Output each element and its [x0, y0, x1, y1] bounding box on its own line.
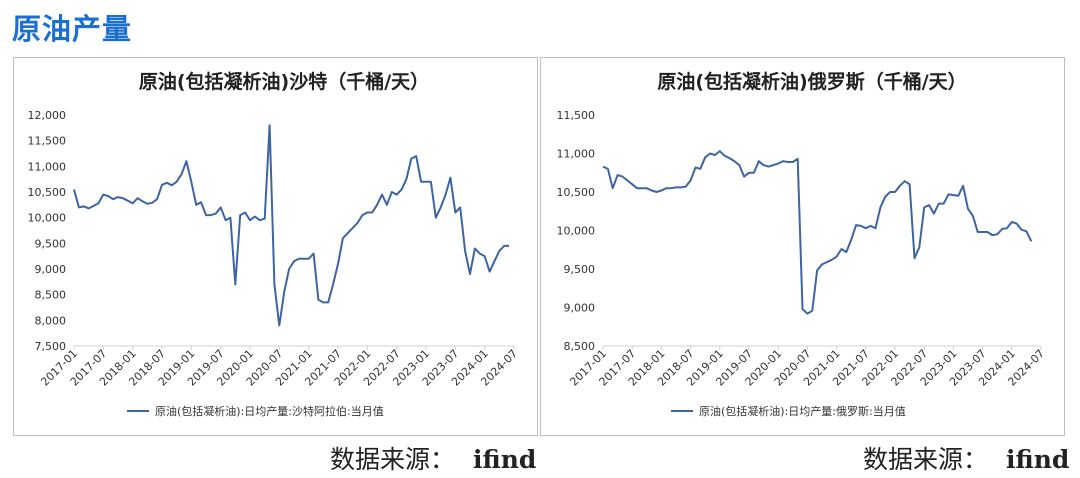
y-tick-label: 11,000	[28, 160, 67, 173]
y-tick-label: 8,500	[35, 289, 67, 302]
y-tick-label: 12,000	[28, 109, 67, 122]
page-title: 原油产量	[12, 12, 133, 46]
y-tick-label: 9,000	[564, 302, 596, 315]
line-chart-russia: 原油(包括凝析油)俄罗斯（千桶/天） 8,500 9,000 9,500 10,000 1…	[557, 70, 1048, 418]
series-line	[602, 150, 1033, 315]
y-tick-label: 10,500	[28, 186, 67, 199]
y-tick-label: 8,000	[35, 314, 67, 327]
y-tick-label: 10,500	[557, 186, 596, 199]
source-label: 数据来源：	[863, 445, 989, 474]
y-tick-label: 7,500	[35, 340, 67, 353]
legend-label: 原油(包括凝析油):日均产量:沙特阿拉伯:当月值	[155, 404, 384, 418]
source-name: ifind	[1006, 445, 1070, 474]
legend-label: 原油(包括凝析油):日均产量:俄罗斯:当月值	[699, 404, 906, 418]
source-note-left: 数据来源： ifind	[330, 440, 536, 476]
y-tick-label: 11,500	[28, 135, 67, 148]
y-tick-label: 11,000	[557, 148, 596, 161]
source-note-right: 数据来源： ifind	[863, 440, 1069, 476]
y-tick-label: 9,000	[35, 263, 67, 276]
chart-panel-russia: 原油(包括凝析油)俄罗斯（千桶/天） 8,500 9,000 9,500 10,000 1…	[540, 57, 1065, 436]
y-tick-label: 10,000	[28, 212, 67, 225]
line-chart-saudi: 原油(包括凝析油)沙特（千桶/天） 7,500 8,000 8,500 9,000 9,5…	[28, 70, 521, 418]
chart-title: 原油(包括凝析油)沙特（千桶/天）	[139, 70, 429, 93]
source-label: 数据来源：	[330, 445, 456, 474]
y-tick-label: 10,000	[557, 225, 596, 238]
y-tick-label: 8,500	[564, 340, 596, 353]
y-tick-label: 9,500	[35, 237, 67, 250]
y-tick-label: 11,500	[557, 109, 596, 122]
source-name: ifind	[473, 445, 537, 474]
chart-panel-saudi: 原油(包括凝析油)沙特（千桶/天） 7,500 8,000 8,500 9,000 9,5…	[13, 57, 538, 436]
chart-title: 原油(包括凝析油)俄罗斯（千桶/天）	[657, 70, 966, 93]
series-line	[73, 124, 510, 327]
y-tick-label: 9,500	[564, 263, 596, 276]
